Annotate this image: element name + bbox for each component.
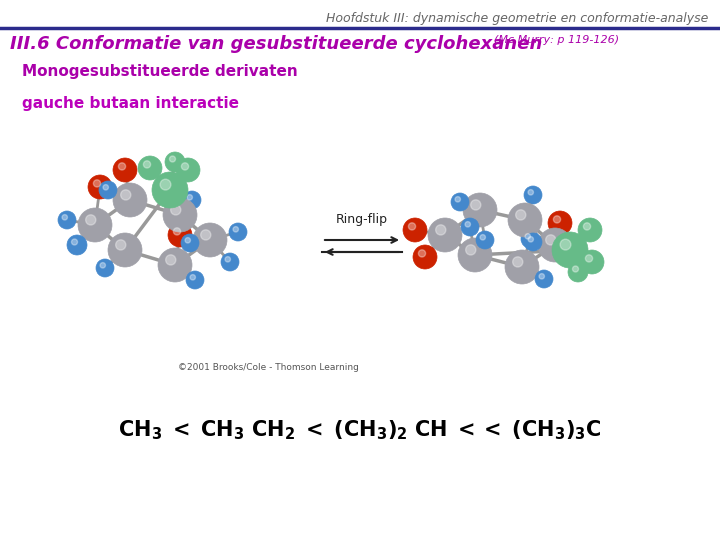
Circle shape: [71, 239, 78, 245]
Circle shape: [201, 230, 211, 240]
Circle shape: [408, 223, 415, 230]
Circle shape: [548, 211, 572, 235]
Circle shape: [513, 257, 523, 267]
Text: Ring-flip: Ring-flip: [336, 213, 388, 226]
Circle shape: [465, 221, 470, 227]
Circle shape: [118, 163, 125, 170]
Circle shape: [413, 245, 437, 269]
Text: $\mathbf{CH_3}$ $\mathbf{<}$ $\mathbf{CH_3\ CH_2}$ $\mathbf{<}$ $\mathbf{(CH_3)_: $\mathbf{CH_3}$ $\mathbf{<}$ $\mathbf{CH…: [118, 418, 602, 442]
Circle shape: [583, 223, 590, 230]
Circle shape: [455, 197, 461, 202]
Circle shape: [158, 248, 192, 282]
Text: Hoofdstuk III: dynamische geometrie en conformatie-analyse: Hoofdstuk III: dynamische geometrie en c…: [325, 12, 708, 25]
Circle shape: [168, 223, 192, 247]
Circle shape: [505, 250, 539, 284]
Circle shape: [418, 250, 426, 257]
Circle shape: [476, 231, 494, 249]
Circle shape: [578, 218, 602, 242]
Circle shape: [121, 190, 131, 200]
Circle shape: [181, 234, 199, 252]
Circle shape: [480, 234, 485, 240]
Circle shape: [572, 266, 578, 272]
Circle shape: [554, 216, 561, 223]
Circle shape: [572, 254, 577, 260]
Circle shape: [185, 238, 191, 243]
Circle shape: [116, 240, 126, 250]
Circle shape: [62, 214, 68, 220]
Circle shape: [560, 239, 571, 250]
Text: ©2001 Brooks/Cole - Thomson Learning: ©2001 Brooks/Cole - Thomson Learning: [178, 363, 359, 372]
Circle shape: [152, 172, 188, 208]
Circle shape: [580, 250, 604, 274]
Circle shape: [538, 228, 572, 262]
Circle shape: [176, 158, 200, 182]
Circle shape: [403, 218, 427, 242]
Circle shape: [86, 215, 96, 225]
Circle shape: [103, 185, 109, 190]
Circle shape: [67, 235, 87, 255]
Circle shape: [221, 253, 239, 271]
Circle shape: [466, 245, 476, 255]
Circle shape: [160, 179, 171, 190]
Circle shape: [546, 235, 556, 245]
Circle shape: [187, 194, 192, 200]
Circle shape: [186, 271, 204, 289]
Circle shape: [99, 181, 117, 199]
Circle shape: [233, 227, 238, 232]
Circle shape: [166, 255, 176, 265]
Circle shape: [463, 193, 497, 227]
Circle shape: [461, 218, 479, 236]
Circle shape: [171, 205, 181, 215]
Circle shape: [524, 233, 542, 251]
Circle shape: [471, 200, 481, 210]
Circle shape: [535, 270, 553, 288]
Circle shape: [143, 161, 150, 168]
Text: III.6 Conformatie van gesubstitueerde cyclohexanen: III.6 Conformatie van gesubstitueerde cy…: [10, 35, 542, 53]
Circle shape: [458, 238, 492, 272]
Circle shape: [528, 190, 534, 195]
Circle shape: [525, 234, 531, 239]
Circle shape: [193, 223, 227, 257]
Circle shape: [113, 158, 137, 182]
Circle shape: [183, 191, 201, 209]
Circle shape: [568, 262, 588, 282]
Circle shape: [100, 262, 105, 268]
Circle shape: [539, 274, 544, 279]
Circle shape: [428, 218, 462, 252]
Circle shape: [174, 228, 181, 235]
Circle shape: [113, 183, 147, 217]
Circle shape: [165, 152, 185, 172]
Circle shape: [451, 193, 469, 211]
Circle shape: [229, 223, 247, 241]
Circle shape: [508, 203, 542, 237]
Circle shape: [528, 237, 534, 242]
Circle shape: [138, 156, 162, 180]
Circle shape: [190, 275, 195, 280]
Circle shape: [552, 232, 588, 268]
Circle shape: [169, 156, 176, 162]
Circle shape: [524, 186, 542, 204]
Circle shape: [516, 210, 526, 220]
Circle shape: [163, 198, 197, 232]
Circle shape: [108, 233, 142, 267]
Circle shape: [78, 208, 112, 242]
Text: (Mc Murry: p 119-126): (Mc Murry: p 119-126): [494, 35, 619, 45]
Circle shape: [521, 230, 539, 248]
Text: gauche butaan interactie: gauche butaan interactie: [22, 96, 239, 111]
Circle shape: [225, 256, 230, 262]
Circle shape: [436, 225, 446, 235]
Circle shape: [568, 251, 586, 269]
Text: Monogesubstitueerde derivaten: Monogesubstitueerde derivaten: [22, 64, 298, 79]
Circle shape: [181, 163, 189, 170]
Circle shape: [94, 180, 101, 187]
Circle shape: [585, 255, 593, 262]
Circle shape: [96, 259, 114, 277]
Circle shape: [58, 211, 76, 229]
Circle shape: [88, 175, 112, 199]
